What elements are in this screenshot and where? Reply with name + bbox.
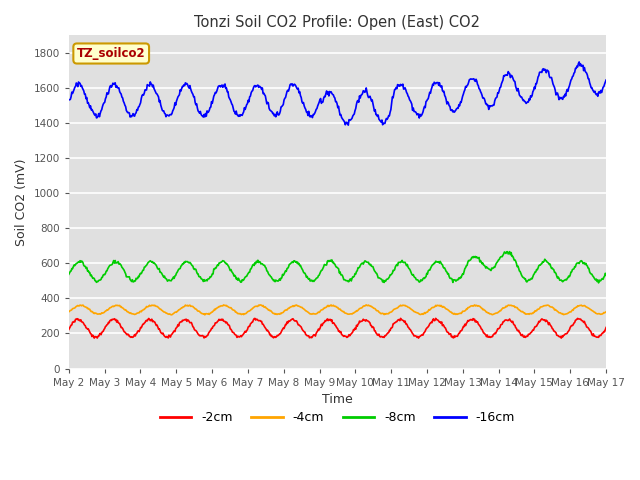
Line: -4cm: -4cm — [69, 305, 606, 315]
Title: Tonzi Soil CO2 Profile: Open (East) CO2: Tonzi Soil CO2 Profile: Open (East) CO2 — [195, 15, 481, 30]
-2cm — [602, 324, 610, 330]
-2cm — [432, 315, 440, 321]
Text: TZ_soilco2: TZ_soilco2 — [77, 47, 145, 60]
-2cm — [186, 319, 193, 324]
-8cm — [65, 271, 73, 277]
-8cm — [419, 277, 426, 283]
Y-axis label: Soil CO2 (mV): Soil CO2 (mV) — [15, 158, 28, 246]
-4cm — [420, 311, 428, 317]
-8cm — [213, 264, 221, 269]
-4cm — [130, 311, 138, 317]
Legend: -2cm, -4cm, -8cm, -16cm: -2cm, -4cm, -8cm, -16cm — [155, 406, 520, 429]
X-axis label: Time: Time — [322, 393, 353, 406]
-2cm — [419, 332, 427, 338]
-16cm — [403, 91, 411, 96]
-4cm — [65, 309, 73, 315]
-16cm — [65, 97, 73, 103]
-16cm — [75, 79, 83, 85]
Line: -8cm: -8cm — [69, 252, 606, 283]
-16cm — [130, 113, 138, 119]
-4cm — [602, 309, 610, 315]
-8cm — [506, 249, 513, 254]
Line: -2cm: -2cm — [69, 318, 606, 338]
-2cm — [65, 326, 73, 332]
-4cm — [184, 303, 192, 309]
-2cm — [75, 316, 83, 322]
-4cm — [362, 302, 370, 308]
-8cm — [602, 272, 610, 277]
-4cm — [75, 303, 83, 309]
-2cm — [214, 318, 221, 324]
-16cm — [184, 84, 192, 90]
-4cm — [404, 304, 412, 310]
-16cm — [575, 59, 583, 65]
-2cm — [131, 332, 138, 337]
-16cm — [419, 109, 427, 115]
-8cm — [130, 279, 138, 285]
Line: -16cm: -16cm — [69, 62, 606, 125]
-8cm — [595, 280, 602, 286]
-4cm — [201, 312, 209, 318]
-2cm — [403, 323, 411, 328]
-4cm — [214, 305, 221, 311]
-8cm — [403, 263, 410, 268]
-8cm — [184, 260, 192, 265]
-16cm — [213, 88, 221, 94]
-8cm — [75, 259, 83, 264]
-16cm — [602, 77, 610, 83]
-16cm — [344, 122, 352, 128]
-2cm — [90, 335, 98, 341]
